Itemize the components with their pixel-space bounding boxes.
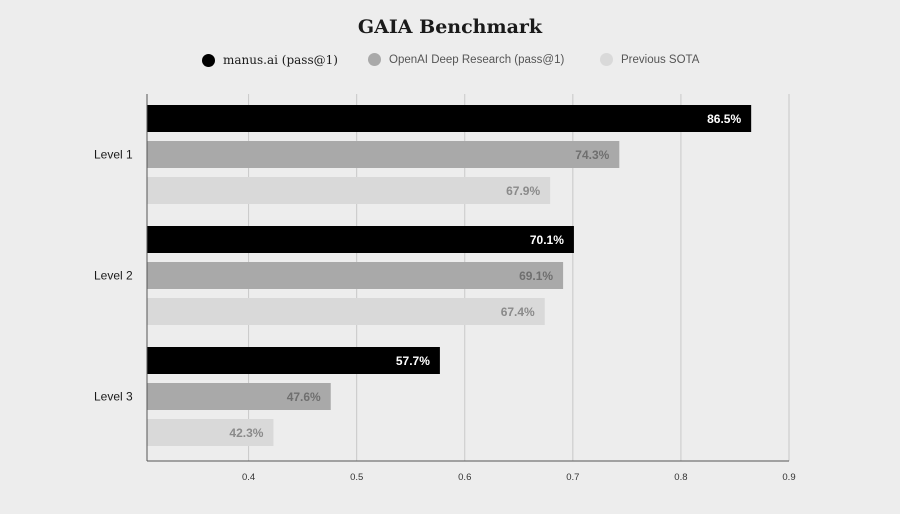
bar-1-level-2 — [147, 226, 574, 253]
bar-3-level-3 — [147, 419, 274, 446]
legend-swatch-openai — [368, 53, 381, 66]
bar-2-level-1 — [147, 141, 620, 168]
legend-item-manus: manus.ai (pass@1) — [202, 53, 338, 67]
legend-item-sota: Previous SOTA — [600, 53, 699, 66]
category-label: Level 3 — [94, 390, 133, 404]
x-tick-label: 0.9 — [782, 472, 795, 483]
x-tick-label: 0.4 — [242, 472, 255, 483]
x-tick-label: 0.7 — [566, 472, 579, 483]
legend-swatch-manus — [202, 53, 215, 67]
bar-value-label: 69.1% — [519, 269, 553, 283]
legend-item-openai: OpenAI Deep Research (pass@1) — [368, 53, 564, 66]
bar-1-level-3 — [147, 347, 440, 374]
legend-label-manus: manus.ai (pass@1) — [223, 53, 338, 67]
bar-2-level-2 — [147, 262, 564, 289]
bar-value-label: 42.3% — [229, 426, 263, 440]
bar-value-label: 86.5% — [707, 112, 741, 126]
x-tick-label: 0.5 — [350, 472, 363, 483]
legend-swatch-sota — [600, 53, 613, 66]
bar-1-level-1 — [147, 105, 752, 132]
bar-value-label: 47.6% — [287, 390, 321, 404]
x-tick-label: 0.8 — [674, 472, 687, 483]
x-tick-label: 0.6 — [458, 472, 471, 483]
legend: manus.ai (pass@1) OpenAI Deep Research (… — [0, 53, 900, 71]
bar-2-level-3 — [147, 383, 331, 410]
bar-value-label: 57.7% — [396, 354, 430, 368]
bar-value-label: 67.9% — [506, 184, 540, 198]
category-label: Level 1 — [94, 148, 133, 162]
legend-label-sota: Previous SOTA — [621, 53, 700, 66]
bar-value-label: 74.3% — [575, 148, 609, 162]
chart-title: GAIA Benchmark — [357, 16, 543, 38]
bar-value-label: 67.4% — [501, 305, 535, 319]
category-label: Level 2 — [94, 269, 133, 283]
bar-3-level-2 — [147, 298, 545, 325]
bar-value-label: 70.1% — [530, 233, 564, 247]
legend-label-openai: OpenAI Deep Research (pass@1) — [389, 53, 565, 66]
bar-3-level-1 — [147, 177, 551, 204]
